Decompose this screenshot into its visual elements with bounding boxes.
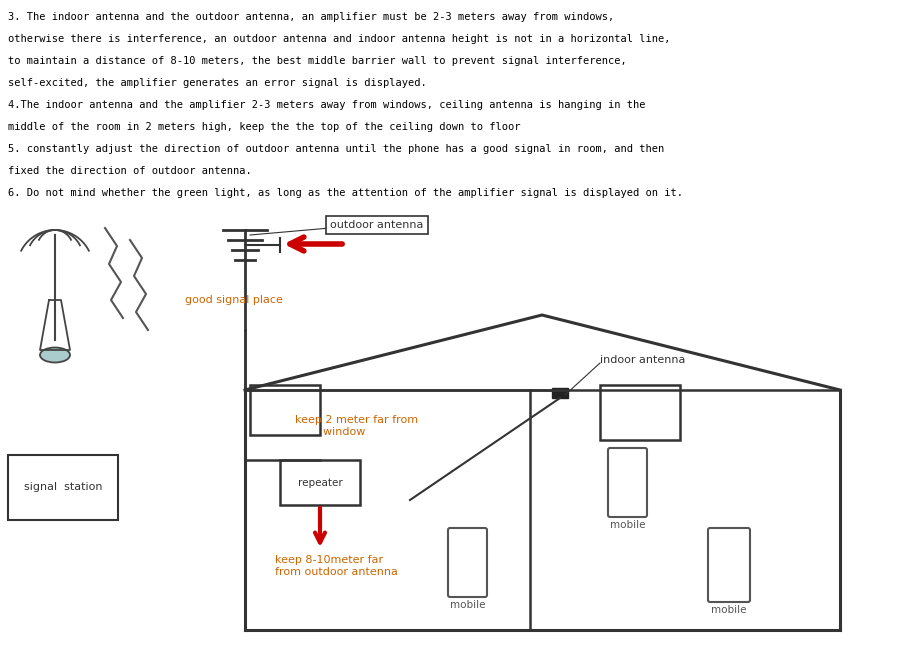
Text: outdoor antenna: outdoor antenna bbox=[330, 220, 423, 230]
Text: self-excited, the amplifier generates an error signal is displayed.: self-excited, the amplifier generates an… bbox=[8, 78, 427, 88]
Text: 3. The indoor antenna and the outdoor antenna, an amplifier must be 2-3 meters a: 3. The indoor antenna and the outdoor an… bbox=[8, 12, 614, 22]
Text: keep 8-10meter far
from outdoor antenna: keep 8-10meter far from outdoor antenna bbox=[275, 555, 398, 577]
Text: mobile: mobile bbox=[610, 520, 645, 530]
Text: mobile: mobile bbox=[450, 600, 485, 610]
Text: fixed the direction of outdoor antenna.: fixed the direction of outdoor antenna. bbox=[8, 166, 252, 176]
Text: signal  station: signal station bbox=[23, 482, 103, 493]
Text: 5. constantly adjust the direction of outdoor antenna until the phone has a good: 5. constantly adjust the direction of ou… bbox=[8, 144, 664, 154]
FancyBboxPatch shape bbox=[552, 388, 568, 398]
FancyBboxPatch shape bbox=[250, 385, 320, 435]
FancyBboxPatch shape bbox=[600, 385, 680, 440]
Text: otherwise there is interference, an outdoor antenna and indoor antenna height is: otherwise there is interference, an outd… bbox=[8, 34, 670, 44]
Text: 6. Do not mind whether the green light, as long as the attention of the amplifie: 6. Do not mind whether the green light, … bbox=[8, 188, 683, 198]
FancyBboxPatch shape bbox=[448, 528, 487, 597]
FancyBboxPatch shape bbox=[280, 460, 360, 505]
Text: 4.The indoor antenna and the amplifier 2-3 meters away from windows, ceiling ant: 4.The indoor antenna and the amplifier 2… bbox=[8, 100, 645, 110]
Text: good signal place: good signal place bbox=[185, 295, 283, 305]
Text: indoor antenna: indoor antenna bbox=[600, 355, 686, 365]
FancyBboxPatch shape bbox=[708, 528, 750, 602]
Text: keep 2 meter far from
        window: keep 2 meter far from window bbox=[295, 415, 418, 437]
Text: mobile: mobile bbox=[711, 605, 747, 615]
FancyBboxPatch shape bbox=[608, 448, 647, 517]
FancyBboxPatch shape bbox=[8, 455, 118, 520]
Text: to maintain a distance of 8-10 meters, the best middle barrier wall to prevent s: to maintain a distance of 8-10 meters, t… bbox=[8, 56, 626, 66]
Text: repeater: repeater bbox=[298, 477, 342, 488]
Text: middle of the room in 2 meters high, keep the the top of the ceiling down to flo: middle of the room in 2 meters high, kee… bbox=[8, 122, 520, 132]
Ellipse shape bbox=[40, 348, 70, 363]
